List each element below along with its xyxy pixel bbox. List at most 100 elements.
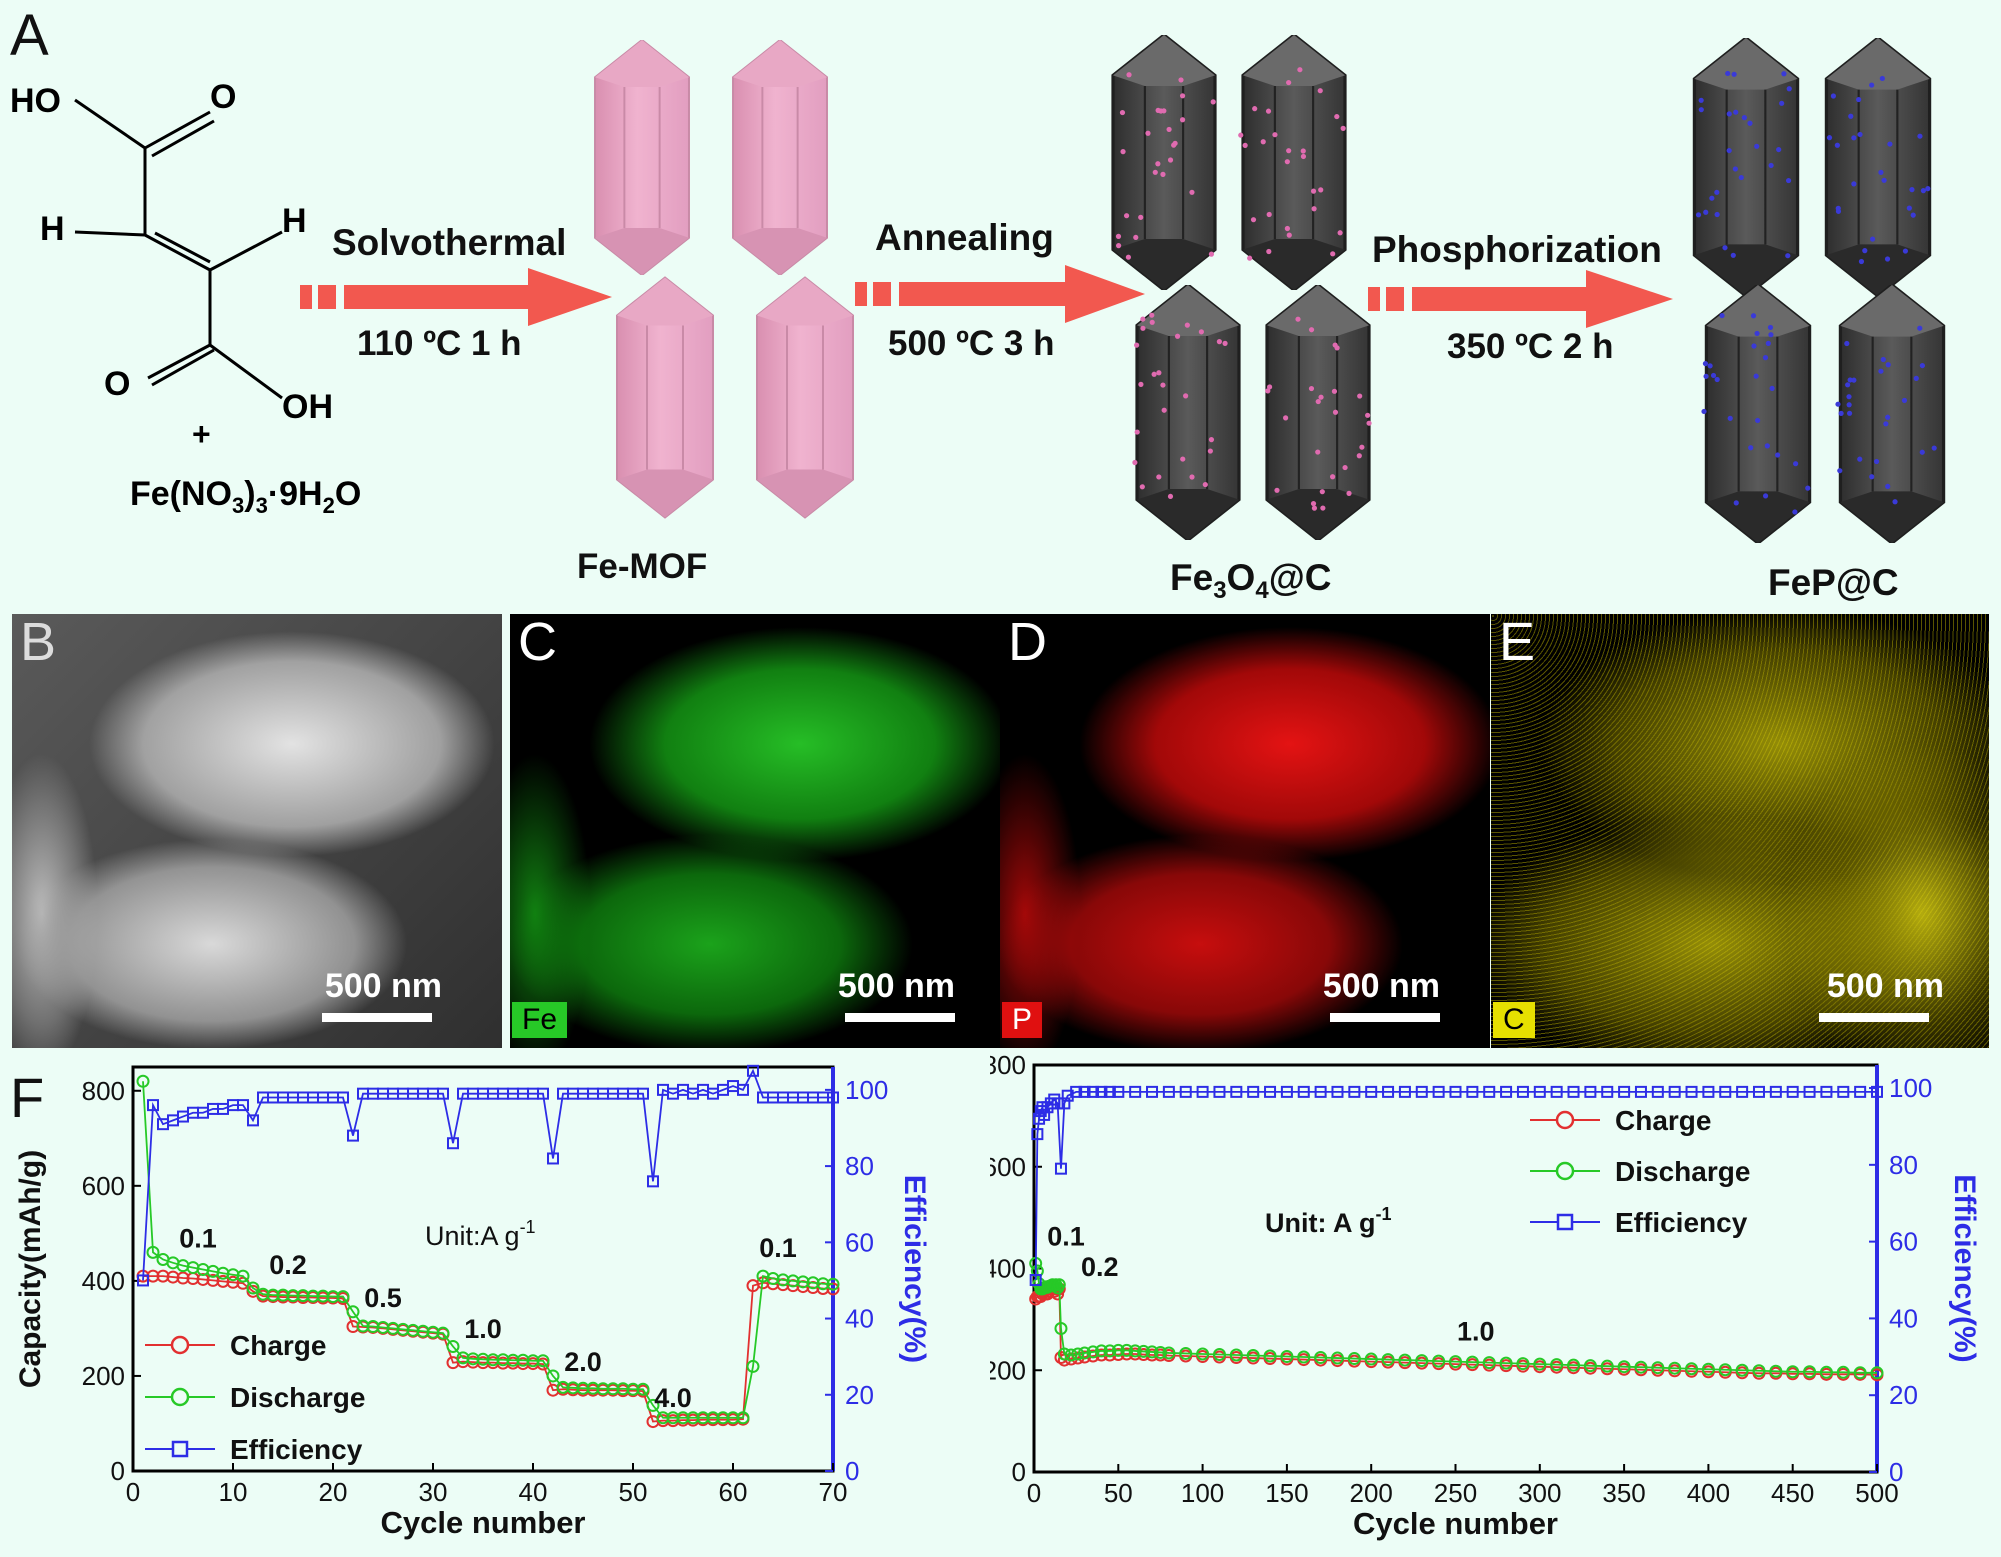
crystal-dot <box>1738 174 1744 181</box>
crystal-dot <box>1315 398 1321 405</box>
crystal-dot <box>1835 401 1841 407</box>
crystal-dot <box>1754 330 1760 337</box>
crystal-dot <box>1149 312 1155 318</box>
phosphide-dots <box>1695 70 1937 515</box>
crystal-dot <box>1156 370 1162 376</box>
point-discharge <box>136 1074 150 1088</box>
x-tick-label: 50 <box>619 1477 648 1507</box>
x-tick-label: 150 <box>1265 1478 1308 1508</box>
arrow-phosphorization <box>1368 270 1673 328</box>
crystal-dot <box>1356 453 1362 459</box>
crystal-dot <box>1764 443 1770 449</box>
point-efficiency <box>1162 1085 1175 1098</box>
crystal-dot <box>1887 141 1893 147</box>
crystal-dot <box>1139 484 1145 490</box>
crystal-dot <box>1158 108 1164 114</box>
crystal-dot <box>1250 217 1257 223</box>
step-annealing: Annealing <box>875 217 1054 258</box>
point-efficiency <box>1719 1085 1732 1098</box>
point-discharge <box>1752 1364 1766 1378</box>
x-tick-label: 300 <box>1518 1478 1561 1508</box>
panel-label-f: F <box>10 1066 44 1129</box>
element-tag-c: C <box>1493 1002 1535 1038</box>
point-efficiency <box>1087 1085 1100 1098</box>
crystal-dot <box>1878 368 1884 374</box>
point-discharge <box>236 1269 250 1283</box>
point-efficiency <box>1871 1085 1883 1098</box>
point-discharge <box>1617 1360 1631 1374</box>
point-efficiency <box>1029 1274 1042 1287</box>
point-efficiency <box>1280 1085 1293 1098</box>
unit-note: Unit: A g-1 <box>1265 1204 1391 1238</box>
crystal-dot <box>1123 213 1130 219</box>
point-discharge <box>1078 1346 1092 1360</box>
crystal-dot <box>1698 97 1704 103</box>
fep-c-crystals <box>1692 38 1946 543</box>
atom-o-bottom: O <box>104 365 130 403</box>
crystal-dot <box>1152 169 1158 175</box>
rate-label: 0.1 <box>179 1224 217 1254</box>
crystal-dot <box>1881 177 1887 183</box>
point-efficiency <box>547 1152 559 1165</box>
crystal-dot <box>1776 146 1782 153</box>
crystal-dot <box>1805 485 1811 491</box>
y-axis-label: Capacity(mAh/g) <box>14 1150 47 1388</box>
y2-tick-label: 80 <box>845 1151 874 1181</box>
y-tick-label: 600 <box>82 1171 125 1201</box>
point-discharge <box>346 1305 360 1319</box>
atom-h-right: H <box>282 202 307 240</box>
crystal-dot <box>1879 75 1885 82</box>
point-efficiency <box>1061 1089 1074 1102</box>
crystal-dot <box>1365 412 1371 418</box>
point-discharge <box>1314 1351 1328 1365</box>
point-discharge <box>1600 1359 1614 1373</box>
y-tick-label: 400 <box>82 1266 125 1296</box>
crystal-dot <box>1873 458 1880 465</box>
rate-label: 1.0 <box>1457 1317 1495 1347</box>
crystal-dot <box>1731 71 1737 77</box>
point-efficiency <box>637 1087 649 1100</box>
crystal-dot <box>1830 93 1837 99</box>
y2-axis-label: Efficiency(%) <box>1948 1174 1981 1362</box>
crystal-dot <box>1754 143 1760 149</box>
point-discharge <box>1162 1346 1176 1360</box>
point-efficiency <box>1331 1085 1344 1098</box>
point-discharge <box>1057 1347 1071 1361</box>
x-tick-label: 60 <box>719 1477 748 1507</box>
crystal-dot <box>1755 417 1761 424</box>
crystal-dot <box>1284 159 1290 165</box>
crystal-dot <box>1180 456 1186 462</box>
rate-label: 0.1 <box>1047 1222 1085 1252</box>
y2-tick-label: 20 <box>845 1380 874 1410</box>
point-efficiency <box>1432 1085 1445 1098</box>
y2-tick-label: 100 <box>845 1075 888 1105</box>
crystal-dot <box>1878 169 1884 175</box>
crystal-dot <box>1785 177 1792 184</box>
y-tick-label: 0 <box>1012 1457 1026 1487</box>
x-tick-label: 0 <box>126 1477 140 1507</box>
crystal-dot <box>1115 233 1122 239</box>
crystal-dot <box>1885 362 1891 368</box>
y-tick-label: 800 <box>82 1076 125 1106</box>
crystal-dot <box>1913 375 1919 381</box>
point-discharge <box>536 1354 550 1368</box>
arrow-solvothermal <box>300 268 612 326</box>
crystal-dot <box>1332 409 1339 415</box>
cond-phosphorization: 350 ºC 2 h <box>1447 327 1613 366</box>
crystal-dot <box>1846 402 1852 408</box>
point-efficiency <box>1051 1097 1064 1110</box>
point-efficiency <box>1651 1085 1664 1098</box>
crystal-dot <box>1925 186 1931 192</box>
point-efficiency <box>1031 1128 1044 1141</box>
crystal-dot <box>1160 382 1166 388</box>
step-solvothermal: Solvothermal <box>332 222 566 263</box>
cond-annealing: 500 ºC 3 h <box>888 324 1054 363</box>
crystal-dot <box>1319 489 1325 495</box>
rate-label: 2.0 <box>564 1347 602 1377</box>
x-axis-label: Cycle number <box>1353 1506 1558 1541</box>
crystal-dot <box>1892 499 1898 505</box>
crystal-dot <box>1283 415 1289 421</box>
crystal-dot <box>1242 142 1248 148</box>
crystal-dot <box>1207 448 1213 454</box>
cond-solvothermal: 110 ºC 1 h <box>357 324 522 363</box>
